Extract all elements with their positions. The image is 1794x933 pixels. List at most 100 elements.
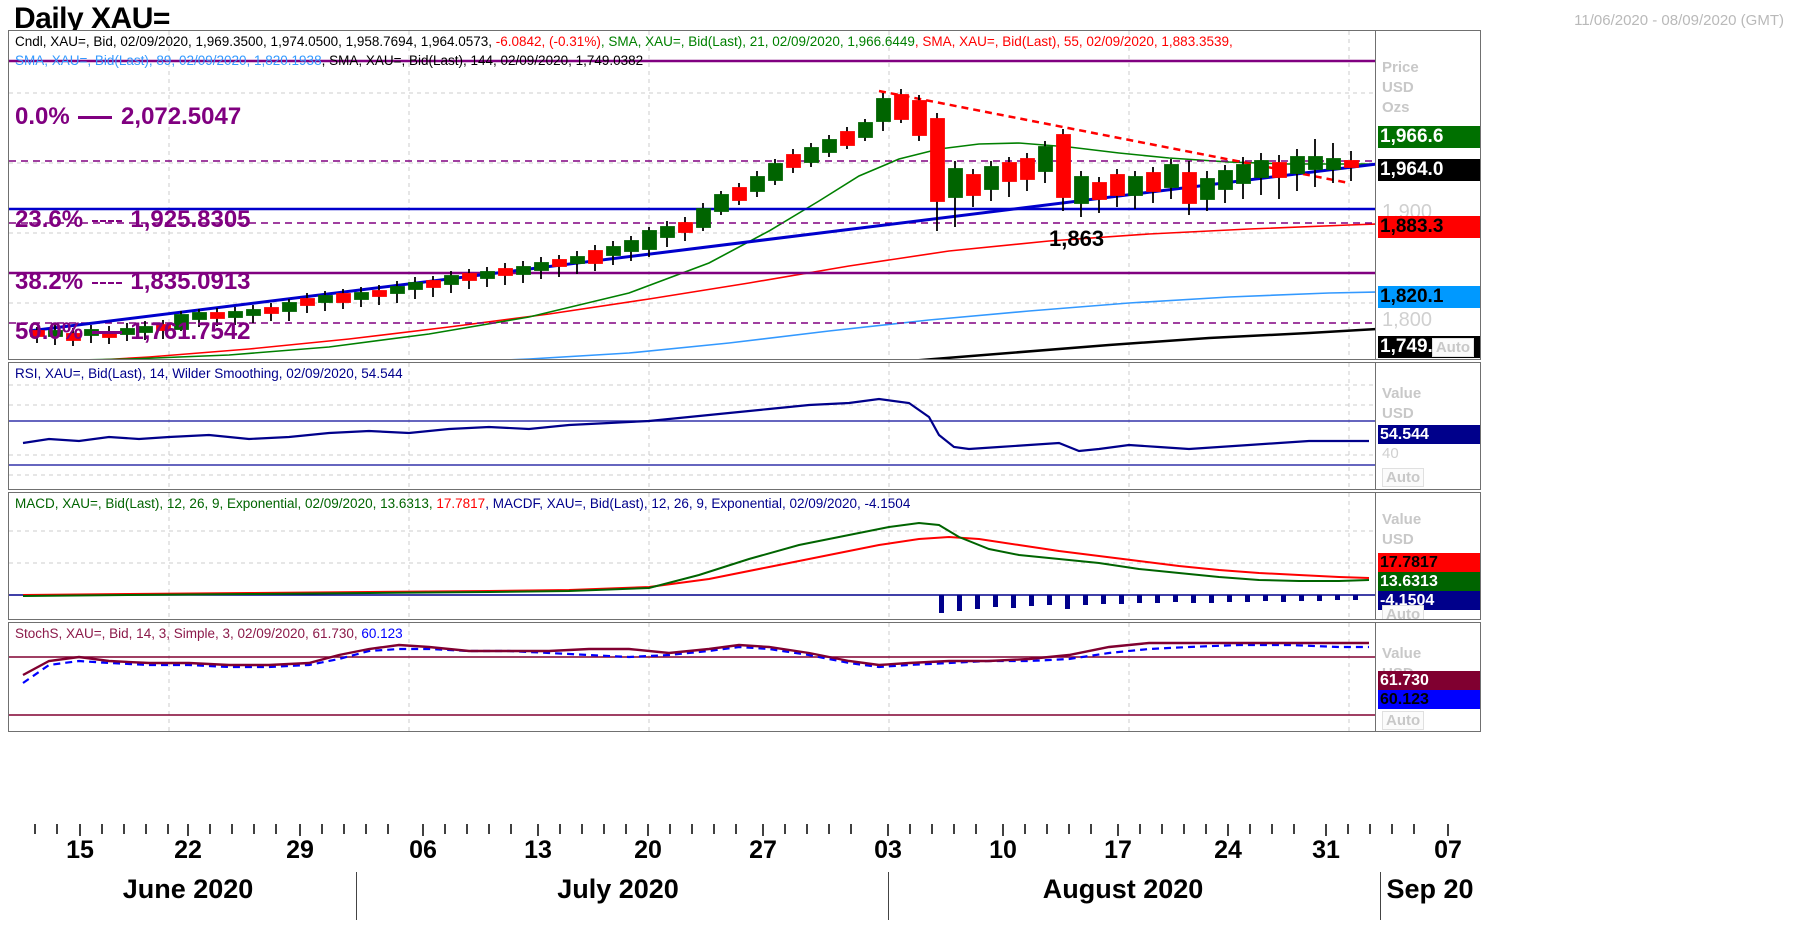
macd-plot-area[interactable]	[9, 493, 1375, 619]
macd-vertical-gridlines	[168, 493, 1350, 619]
horizontal-gridlines	[9, 92, 1375, 304]
x-tick-label: 29	[286, 836, 314, 864]
candlestick-series	[30, 89, 1359, 346]
price-badge-sma21: 1,966.6	[1378, 126, 1480, 148]
price-badge-last: 1,964.0	[1378, 159, 1480, 181]
x-tick-label: 31	[1312, 836, 1340, 864]
macd-badge-macd: 13.6313	[1378, 572, 1480, 591]
price-auto-button[interactable]: Auto	[1431, 338, 1474, 357]
x-tick-label: 15	[66, 836, 94, 864]
rsi-chart-svg	[9, 363, 1375, 489]
rsi-badge-value: 54.544	[1378, 425, 1480, 444]
fib-dash-0	[78, 116, 113, 120]
date-range-label: 11/06/2020 - 08/09/2020 (GMT)	[1574, 12, 1784, 29]
fib-dash-1	[91, 219, 122, 222]
fib-pct-2: 38.2%	[15, 268, 84, 295]
rsi-vertical-gridlines	[168, 363, 1350, 489]
fib-price-2: 1,835.0913	[130, 268, 251, 295]
price-chart-svg	[9, 31, 1375, 359]
rsi-line	[22, 397, 1369, 453]
fib-pct-1: 23.6%	[15, 206, 84, 233]
macd-line	[22, 521, 1370, 597]
x-month-label: Sep 20	[1386, 874, 1474, 904]
fib-label-3: 50.0% 1,761.7542	[15, 318, 251, 346]
macd-auto-button[interactable]: Auto	[1382, 605, 1425, 619]
stoch-k-line	[22, 641, 1369, 677]
stoch-scale[interactable]: Value USD 61.730 60.123 Auto	[1375, 623, 1480, 731]
x-tick-label: 06	[409, 836, 437, 864]
macd-histogram	[939, 595, 1358, 613]
macd-horizontal-gridlines	[9, 530, 1375, 564]
stoch-d-line	[22, 643, 1369, 684]
stoch-scale-header-1: Value	[1382, 645, 1422, 662]
fib-pct-0: 0.0%	[15, 103, 70, 130]
rising-trendline	[28, 162, 1375, 333]
falling-resistance-trendline	[878, 89, 1350, 185]
stochastic-panel[interactable]: Value USD 61.730 60.123 Auto StochS, XAU…	[8, 622, 1481, 732]
x-axis-ticks-svg	[34, 824, 1449, 836]
x-tick-label: 22	[174, 836, 202, 864]
price-annotation-1863: 1,863	[1049, 226, 1105, 251]
x-tick-label: 13	[524, 836, 552, 864]
fib-price-3: 1,761.7542	[130, 318, 251, 345]
macd-badge-signal: 17.7817	[1378, 553, 1480, 572]
stoch-chart-svg	[9, 623, 1375, 731]
macd-panel[interactable]: Value USD 17.7817 13.6313 -4.1504 Auto M…	[8, 492, 1481, 620]
x-tick-label: 27	[749, 836, 777, 864]
x-axis-separator	[888, 872, 889, 920]
rsi-tick-40: 40	[1382, 445, 1399, 462]
sma-144-line	[918, 327, 1375, 359]
page-title: Daily XAU=	[14, 2, 170, 35]
sma-21-line	[88, 142, 1375, 359]
price-plot-area[interactable]: 0.0% 2,072.5047 23.6% 1,925.8305 38.2% 1…	[9, 31, 1375, 359]
price-badge-sma89: 1,820.1	[1378, 286, 1480, 308]
stoch-badge-d: 60.123	[1378, 690, 1480, 709]
price-scale[interactable]: Price USD Ozs 1,966.6 1,964.0 1,900 1,88…	[1375, 31, 1480, 359]
fibonacci-levels	[9, 59, 1375, 324]
rsi-scale-header-1: Value	[1382, 385, 1422, 402]
fib-label-0: 0.0% 2,072.5047	[15, 103, 241, 131]
x-tick-label: 20	[634, 836, 662, 864]
fib-price-1: 1,925.8305	[130, 206, 251, 233]
macd-scale-header-1: Value	[1382, 511, 1422, 528]
x-month-label: August 2020	[1042, 874, 1204, 904]
fib-price-0: 2,072.5047	[121, 103, 242, 130]
fib-label-2: 38.2% 1,835.0913	[15, 268, 251, 296]
vertical-gridlines	[168, 31, 1350, 359]
x-tick-label: 10	[989, 836, 1017, 864]
stoch-badge-k: 61.730	[1378, 671, 1480, 690]
rsi-horizontal-gridlines	[9, 384, 1375, 476]
fib-label-1: 23.6% 1,925.8305	[15, 206, 251, 234]
rsi-scale-header-2: USD	[1382, 405, 1414, 422]
x-month-label: July 2020	[557, 874, 679, 904]
x-tick-label: 07	[1434, 836, 1462, 864]
price-panel[interactable]: 0.0% 2,072.5047 23.6% 1,925.8305 38.2% 1…	[8, 30, 1481, 360]
rsi-plot-area[interactable]	[9, 363, 1375, 489]
price-badge-sma55: 1,883.3	[1378, 216, 1480, 238]
sma-55-line	[102, 223, 1375, 359]
rsi-panel[interactable]: Value USD 54.544 40 Auto RSI, XAU=, Bid(…	[8, 362, 1481, 490]
x-tick-marks	[34, 824, 1449, 836]
macd-signal-line	[22, 535, 1370, 596]
fib-dash-2	[91, 281, 122, 284]
price-gridline-1800: 1,800	[1382, 309, 1433, 331]
x-axis-separator	[1380, 872, 1381, 920]
x-axis[interactable]: 15 22 29 06 13 20 27 03 10 17 24 31 07 June 2020 July…	[8, 824, 1481, 933]
x-axis-separator	[356, 872, 357, 920]
fib-dash-3	[91, 331, 122, 335]
macd-scale[interactable]: Value USD 17.7817 13.6313 -4.1504 Auto	[1375, 493, 1480, 619]
rsi-auto-button[interactable]: Auto	[1382, 468, 1425, 487]
x-tick-label: 03	[874, 836, 902, 864]
fib-pct-3: 50.0%	[15, 318, 84, 345]
rsi-scale[interactable]: Value USD 54.544 40 Auto	[1375, 363, 1480, 489]
stoch-plot-area[interactable]	[9, 623, 1375, 731]
x-month-label: June 2020	[122, 874, 254, 904]
macd-chart-svg	[9, 493, 1375, 619]
price-scale-header-3: Ozs	[1382, 99, 1410, 116]
title-bar: Daily XAU= 11/06/2020 - 08/09/2020 (GMT)	[0, 0, 1794, 38]
macd-scale-header-2: USD	[1382, 531, 1414, 548]
sma-89-line	[510, 291, 1375, 359]
stoch-auto-button[interactable]: Auto	[1382, 711, 1425, 730]
stoch-vertical-gridlines	[168, 623, 1350, 731]
